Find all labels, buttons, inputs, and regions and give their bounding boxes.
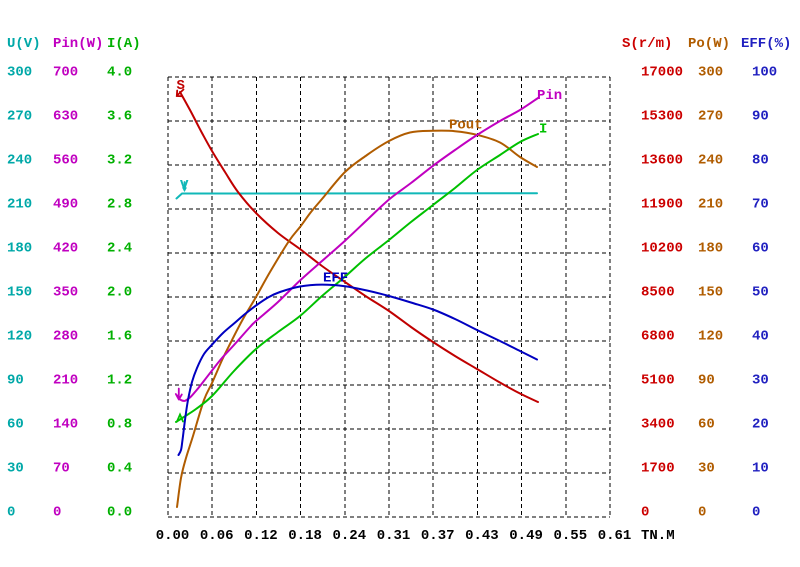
svg-text:420: 420 [53,241,78,257]
svg-text:EFF: EFF [323,271,348,287]
svg-text:I(A): I(A) [107,36,141,52]
svg-text:350: 350 [53,285,78,301]
svg-text:1.6: 1.6 [107,329,132,345]
svg-text:0: 0 [752,505,760,521]
svg-text:50: 50 [752,285,769,301]
svg-text:0: 0 [641,505,649,521]
svg-text:80: 80 [752,153,769,169]
svg-text:2.0: 2.0 [107,285,132,301]
svg-text:6800: 6800 [641,329,675,345]
svg-text:0.55: 0.55 [553,528,587,544]
svg-text:0.24: 0.24 [332,528,366,544]
svg-text:240: 240 [698,153,723,169]
svg-text:5100: 5100 [641,373,675,389]
svg-text:EFF(%): EFF(%) [741,36,791,52]
svg-text:3.6: 3.6 [107,109,132,125]
svg-text:100: 100 [752,65,777,81]
svg-text:150: 150 [698,285,723,301]
svg-text:0.06: 0.06 [200,528,234,544]
svg-text:20: 20 [752,417,769,433]
svg-text:90: 90 [752,109,769,125]
svg-text:8500: 8500 [641,285,675,301]
svg-text:17000: 17000 [641,65,683,81]
svg-text:270: 270 [698,109,723,125]
svg-text:S(r/m): S(r/m) [622,36,672,52]
svg-text:180: 180 [698,241,723,257]
svg-text:3400: 3400 [641,417,675,433]
svg-text:Pout: Pout [449,118,483,134]
svg-text:490: 490 [53,197,78,213]
svg-text:4.0: 4.0 [107,65,132,81]
svg-text:180: 180 [7,241,32,257]
svg-text:3.2: 3.2 [107,153,132,169]
svg-text:0.49: 0.49 [509,528,543,544]
svg-text:1700: 1700 [641,461,675,477]
svg-text:0.0: 0.0 [107,505,132,521]
svg-text:240: 240 [7,153,32,169]
svg-text:210: 210 [7,197,32,213]
svg-text:Pin: Pin [537,88,562,104]
svg-text:Pin(W): Pin(W) [53,36,103,52]
svg-text:700: 700 [53,65,78,81]
svg-text:0.18: 0.18 [288,528,322,544]
svg-text:11900: 11900 [641,197,683,213]
svg-text:15300: 15300 [641,109,683,125]
svg-text:630: 630 [53,109,78,125]
svg-text:2.8: 2.8 [107,197,132,213]
svg-text:30: 30 [698,461,715,477]
svg-text:0.8: 0.8 [107,417,132,433]
svg-text:13600: 13600 [641,153,683,169]
svg-text:10200: 10200 [641,241,683,257]
svg-text:0.00: 0.00 [156,528,190,544]
svg-text:0.43: 0.43 [465,528,499,544]
svg-text:40: 40 [752,329,769,345]
svg-text:30: 30 [7,461,24,477]
svg-text:30: 30 [752,373,769,389]
svg-text:2.4: 2.4 [107,241,132,257]
svg-text:60: 60 [7,417,24,433]
svg-text:70: 70 [53,461,70,477]
svg-text:60: 60 [752,241,769,257]
svg-text:0.37: 0.37 [421,528,455,544]
svg-text:Po(W): Po(W) [688,36,730,52]
svg-text:140: 140 [53,417,78,433]
svg-text:0.31: 0.31 [377,528,411,544]
svg-text:I: I [539,122,547,138]
svg-text:0: 0 [698,505,706,521]
svg-text:V: V [180,178,189,194]
svg-text:0.61: 0.61 [598,528,632,544]
svg-text:300: 300 [698,65,723,81]
svg-text:120: 120 [7,329,32,345]
svg-text:210: 210 [698,197,723,213]
svg-text:60: 60 [698,417,715,433]
svg-text:1.2: 1.2 [107,373,132,389]
svg-text:150: 150 [7,285,32,301]
svg-text:0.12: 0.12 [244,528,278,544]
svg-text:90: 90 [698,373,715,389]
svg-text:210: 210 [53,373,78,389]
svg-text:0.4: 0.4 [107,461,132,477]
svg-text:TN.M: TN.M [641,528,675,544]
svg-text:10: 10 [752,461,769,477]
svg-text:0: 0 [7,505,15,521]
svg-text:S: S [177,78,185,94]
svg-text:120: 120 [698,329,723,345]
svg-text:70: 70 [752,197,769,213]
svg-text:0: 0 [53,505,61,521]
svg-text:U(V): U(V) [7,36,41,52]
svg-text:560: 560 [53,153,78,169]
svg-text:280: 280 [53,329,78,345]
svg-text:270: 270 [7,109,32,125]
svg-text:90: 90 [7,373,24,389]
svg-text:300: 300 [7,65,32,81]
